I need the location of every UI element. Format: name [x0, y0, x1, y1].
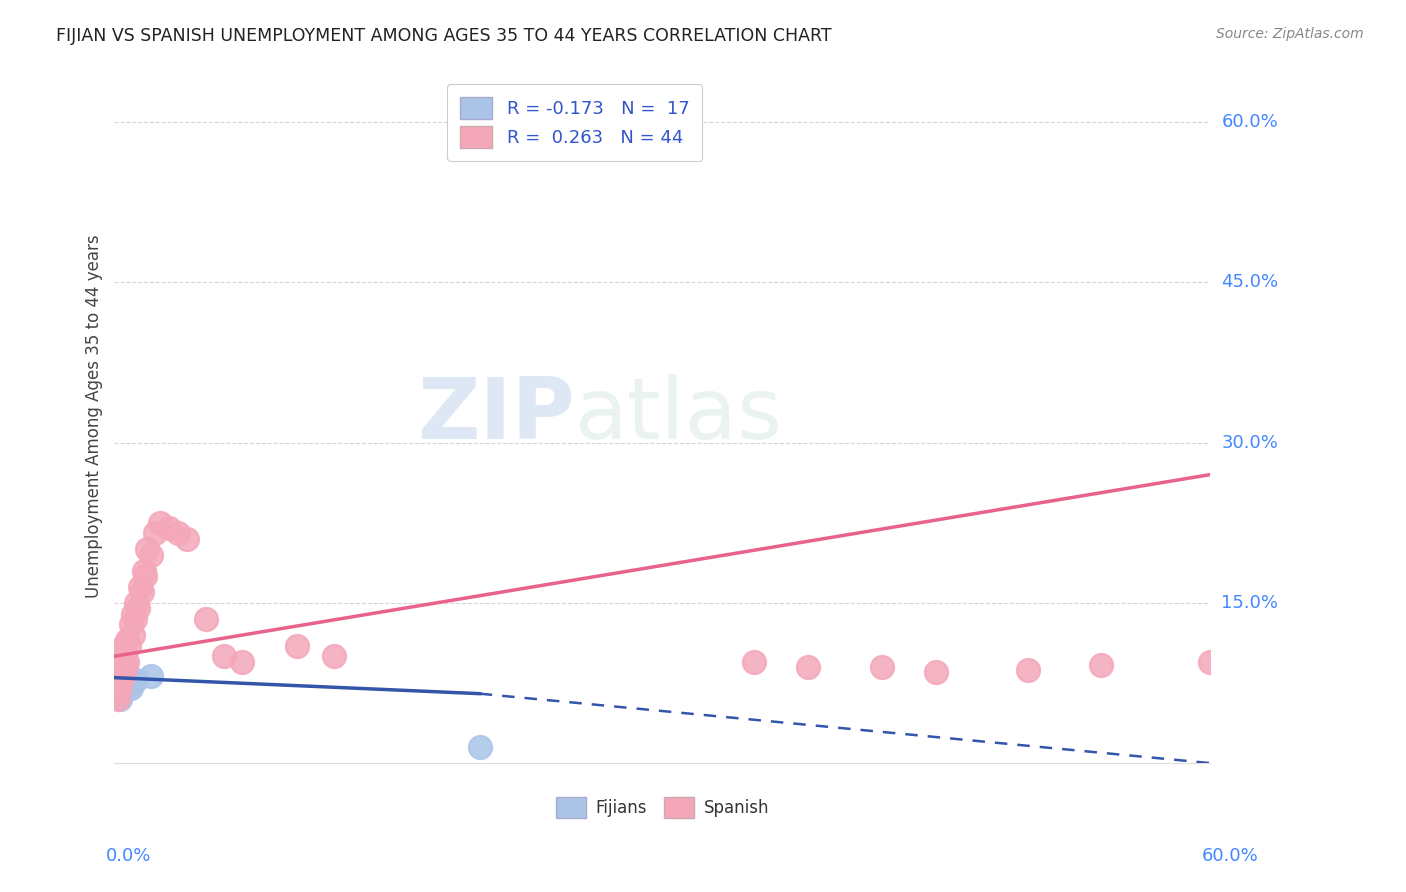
Point: [149, 516, 172, 530]
Point: [111, 687, 134, 701]
Point: [468, 740, 491, 755]
Point: [112, 683, 135, 698]
Point: [1199, 655, 1222, 669]
Point: [108, 692, 131, 706]
Text: atlas: atlas: [575, 375, 783, 458]
Point: [125, 596, 148, 610]
Point: [114, 660, 136, 674]
Point: [925, 665, 948, 680]
Point: [112, 655, 135, 669]
Text: FIJIAN VS SPANISH UNEMPLOYMENT AMONG AGES 35 TO 44 YEARS CORRELATION CHART: FIJIAN VS SPANISH UNEMPLOYMENT AMONG AGE…: [56, 27, 832, 45]
Point: [212, 649, 235, 664]
Point: [112, 673, 135, 687]
Point: [107, 671, 129, 685]
Point: [111, 676, 134, 690]
Point: [124, 612, 146, 626]
Point: [125, 673, 148, 687]
Point: [231, 655, 253, 669]
Y-axis label: Unemployment Among Ages 35 to 44 years: Unemployment Among Ages 35 to 44 years: [86, 234, 103, 598]
Point: [742, 655, 765, 669]
Point: [105, 687, 128, 701]
Point: [143, 526, 166, 541]
Point: [322, 649, 344, 664]
Point: [176, 532, 198, 546]
Point: [108, 679, 131, 693]
Point: [121, 628, 143, 642]
Text: 60.0%: 60.0%: [1222, 113, 1278, 131]
Point: [114, 644, 136, 658]
Point: [132, 564, 155, 578]
Text: 60.0%: 60.0%: [1202, 847, 1258, 865]
Text: 30.0%: 30.0%: [1222, 434, 1278, 451]
Point: [107, 683, 129, 698]
Point: [870, 660, 893, 674]
Point: [108, 660, 131, 674]
Point: [111, 649, 134, 664]
Text: 0.0%: 0.0%: [105, 847, 150, 865]
Point: [114, 681, 136, 696]
Point: [112, 639, 135, 653]
Point: [121, 607, 143, 621]
Point: [120, 681, 142, 696]
Point: [105, 687, 128, 701]
Point: [118, 676, 141, 690]
Point: [139, 548, 162, 562]
Point: [107, 692, 129, 706]
Point: [285, 639, 308, 653]
Point: [118, 639, 141, 653]
Point: [136, 542, 159, 557]
Point: [797, 660, 820, 674]
Legend: Fijians, Spanish: Fijians, Spanish: [548, 790, 776, 824]
Point: [111, 671, 134, 685]
Point: [167, 526, 190, 541]
Point: [134, 569, 156, 583]
Point: [121, 676, 143, 690]
Text: 45.0%: 45.0%: [1222, 273, 1278, 292]
Point: [112, 665, 135, 680]
Point: [1017, 663, 1039, 677]
Point: [131, 585, 153, 599]
Point: [120, 617, 142, 632]
Point: [115, 633, 138, 648]
Point: [115, 679, 138, 693]
Text: Source: ZipAtlas.com: Source: ZipAtlas.com: [1216, 27, 1364, 41]
Point: [1090, 657, 1112, 672]
Point: [108, 681, 131, 696]
Point: [129, 580, 152, 594]
Point: [139, 668, 162, 682]
Point: [115, 655, 138, 669]
Point: [127, 601, 149, 615]
Text: ZIP: ZIP: [418, 375, 575, 458]
Text: 15.0%: 15.0%: [1222, 594, 1278, 612]
Point: [157, 521, 180, 535]
Point: [114, 671, 136, 685]
Point: [194, 612, 217, 626]
